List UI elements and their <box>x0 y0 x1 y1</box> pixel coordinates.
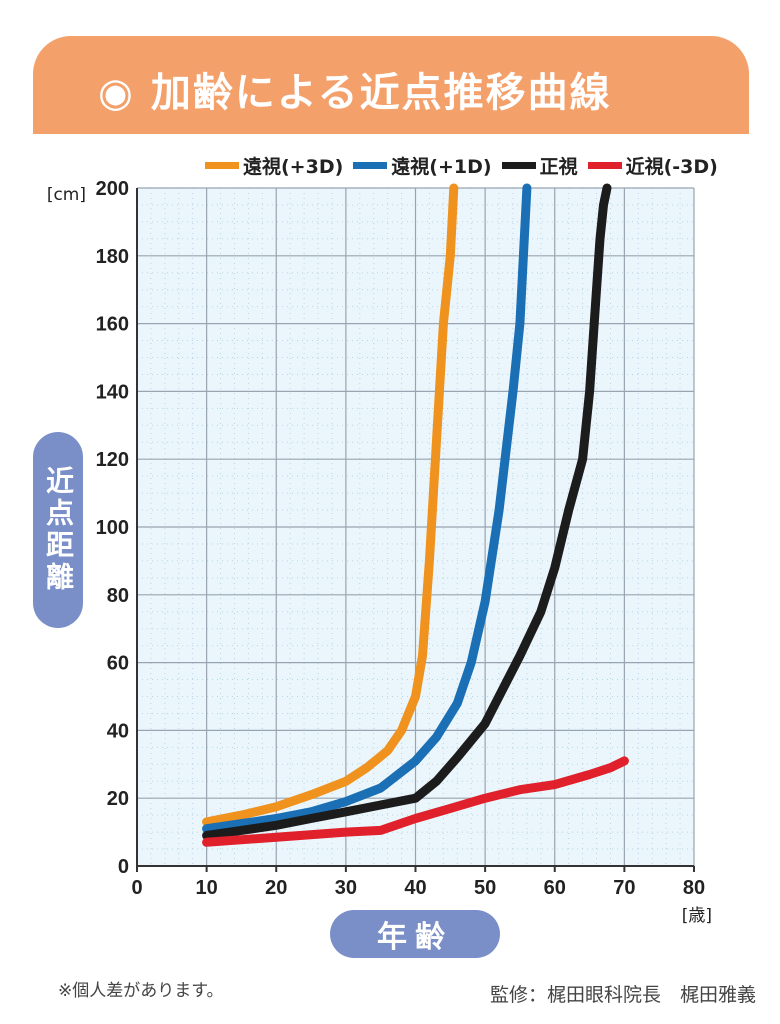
y-unit-label: [cm] <box>47 185 86 205</box>
x-tick-label: 80 <box>683 877 705 899</box>
y-tick-label: 200 <box>96 178 129 200</box>
y-tick-label: 100 <box>96 517 129 539</box>
y-axis-label: 近点距離 <box>33 432 83 628</box>
legend-item-emmetropia: 正視 <box>501 152 578 179</box>
x-axis-label: 年齢 <box>330 910 500 958</box>
x-tick-label: 30 <box>335 877 357 899</box>
x-tick-label: 0 <box>131 877 142 899</box>
y-tick-label: 140 <box>96 381 129 403</box>
supervisor-credit: 監修：梶田眼科院長 梶田雅義 <box>489 984 756 1006</box>
chart-title: ◉ 加齢による近点推移曲線 <box>98 70 612 116</box>
y-tick-label: 80 <box>107 585 129 607</box>
title-banner <box>33 36 749 134</box>
x-tick-label: 40 <box>404 877 426 899</box>
y-tick-label: 60 <box>107 653 129 675</box>
legend-item-hyperopia-3d: 遠視(+3D) <box>205 152 343 179</box>
y-tick-label: 0 <box>118 856 129 878</box>
legend-swatch-black <box>501 162 536 169</box>
legend-swatch-orange <box>205 162 239 169</box>
series-line-2 <box>202 183 612 840</box>
x-tick-label: 70 <box>613 877 635 899</box>
y-tick-label: 20 <box>107 788 129 810</box>
legend-label: 遠視(+3D) <box>243 156 344 178</box>
x-tick-label: 20 <box>265 877 287 899</box>
legend-label: 近視(-3D) <box>625 156 718 178</box>
x-unit-label: [歳] <box>682 906 712 926</box>
legend: 遠視(+3D) 遠視(+1D) 正視 近視(-3D) <box>205 152 718 179</box>
y-tick-label: 180 <box>96 246 129 268</box>
x-tick-label: 50 <box>474 877 496 899</box>
series-line-0 <box>202 183 459 827</box>
series-line-1 <box>202 183 532 834</box>
legend-item-myopia-3d: 近視(-3D) <box>587 152 718 179</box>
disclaimer-note: ※個人差があります。 <box>58 981 224 1001</box>
y-tick-label: 40 <box>107 720 129 742</box>
series-line-3 <box>202 756 629 847</box>
legend-swatch-red <box>587 162 622 169</box>
legend-swatch-blue <box>353 162 388 169</box>
y-tick-label: 160 <box>96 314 129 336</box>
legend-label: 遠視(+1D) <box>391 156 492 178</box>
legend-label: 正視 <box>539 156 578 178</box>
y-tick-label: 120 <box>96 449 129 471</box>
x-tick-label: 60 <box>544 877 566 899</box>
x-tick-label: 10 <box>196 877 218 899</box>
legend-item-hyperopia-1d: 遠視(+1D) <box>353 152 492 179</box>
